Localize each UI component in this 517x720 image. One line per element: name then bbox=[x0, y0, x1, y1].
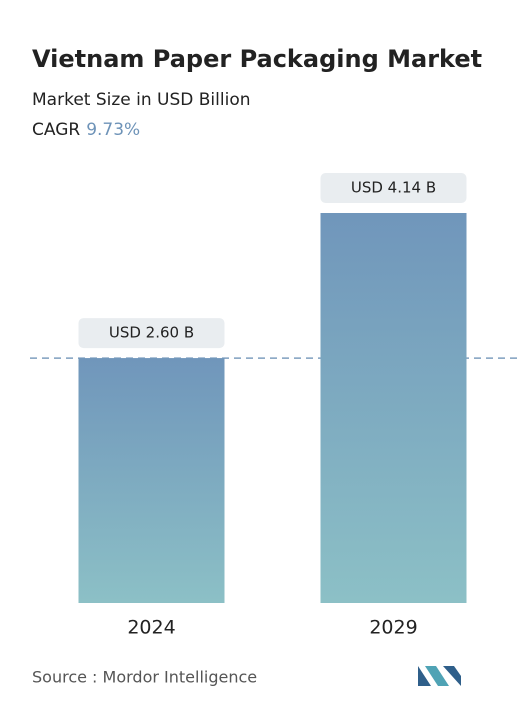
value-label-box bbox=[320, 173, 467, 203]
chart-subtitle: Market Size in USD Billion bbox=[32, 90, 251, 110]
chart-title: Vietnam Paper Packaging Market bbox=[32, 45, 482, 73]
bar bbox=[78, 358, 225, 603]
source: Source : Mordor Intelligence bbox=[32, 668, 257, 687]
cagr-label: CAGR bbox=[32, 120, 80, 140]
x-tick-label: 2024 bbox=[127, 617, 175, 639]
value-label: USD 4.14 B bbox=[351, 179, 436, 197]
value-label-box bbox=[78, 318, 225, 349]
bar bbox=[320, 213, 467, 603]
logo bbox=[418, 666, 461, 686]
x-tick-label: 2029 bbox=[369, 617, 417, 639]
cagr-value: 9.73% bbox=[86, 120, 140, 140]
cagr: CAGR 9.73% bbox=[32, 120, 140, 140]
value-label: USD 2.60 B bbox=[109, 324, 194, 342]
